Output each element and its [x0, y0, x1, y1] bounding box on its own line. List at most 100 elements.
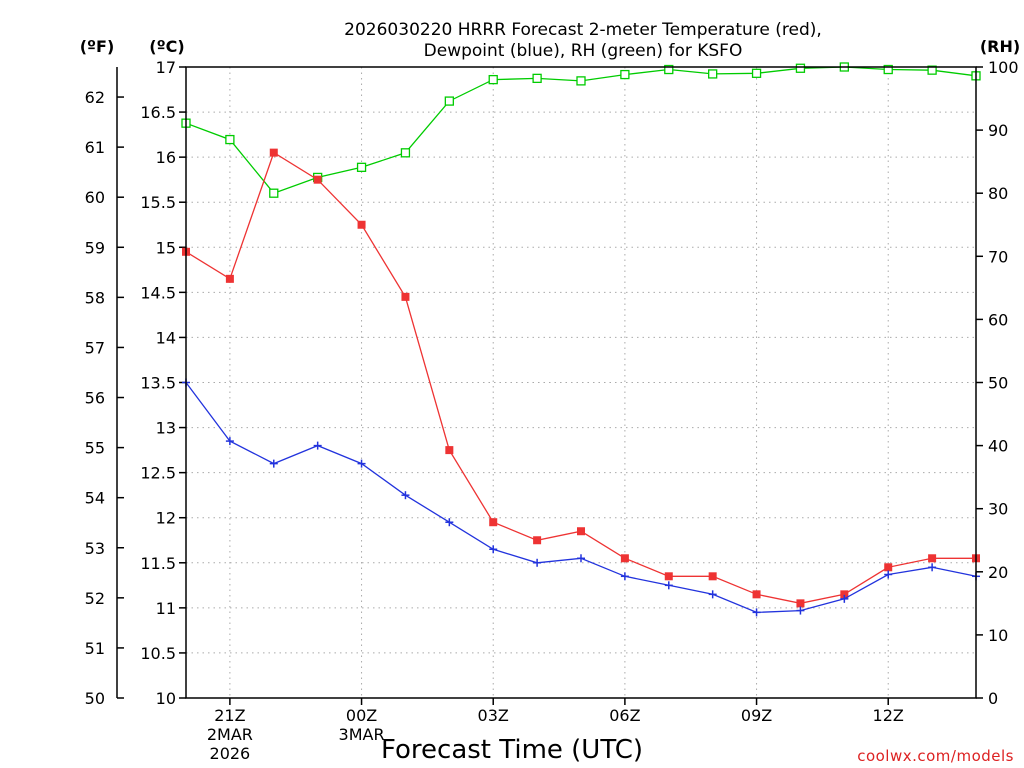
rh-tick-label: 40 — [988, 437, 1008, 456]
celsius-tick-label: 11 — [156, 599, 176, 618]
x-tick-label: 00Z — [346, 706, 377, 725]
rh-tick-label: 70 — [988, 247, 1008, 266]
celsius-tick-label: 12.5 — [140, 464, 176, 483]
celsius-tick-label: 10 — [156, 689, 176, 708]
dewpoint-point — [225, 437, 234, 446]
rh-tick-label: 90 — [988, 121, 1008, 140]
fahrenheit-tick-label: 54 — [85, 489, 105, 508]
chart-title-line1: 2026030220 HRRR Forecast 2-meter Tempera… — [344, 20, 822, 40]
rh-axis: 0 10 20 30 40 50 60 70 80 90 100 — [976, 58, 1019, 708]
celsius-tick-label: 10.5 — [140, 644, 176, 663]
dewpoint-point — [577, 554, 585, 563]
rh-tick-label: 100 — [988, 58, 1019, 77]
x-tick-label: 06Z — [609, 706, 640, 725]
rh-line — [185, 66, 977, 194]
celsius-tick-label: 17 — [156, 58, 176, 77]
temperature-point — [752, 590, 761, 599]
dewpoint-point — [884, 570, 893, 579]
rh-point — [400, 148, 411, 158]
celsius-tick-label: 14 — [156, 328, 176, 347]
dewpoint-point — [928, 563, 937, 572]
rh-point — [927, 65, 937, 75]
rh-point — [444, 96, 454, 106]
fahrenheit-tick-label: 53 — [85, 539, 105, 558]
fahrenheit-tick-label: 62 — [85, 88, 105, 107]
credit-text: coolwx.com/models — [857, 747, 1014, 765]
celsius-tick-label: 13 — [156, 419, 176, 438]
rh-point — [664, 64, 674, 75]
x-tick-label: 2MAR — [207, 725, 253, 744]
y-axis-c-label: (ºC) — [149, 37, 184, 56]
temperature-point — [225, 274, 234, 283]
dewpoint-point — [269, 459, 278, 468]
temperature-point — [401, 292, 410, 301]
x-tick-label: 3MAR — [339, 725, 385, 744]
temperature-point — [928, 554, 937, 563]
fahrenheit-tick-label: 55 — [85, 439, 105, 458]
celsius-tick-label: 15.5 — [140, 193, 176, 212]
celsius-tick-label: 13.5 — [140, 374, 176, 393]
rh-point — [708, 69, 718, 79]
temperature-point — [796, 599, 805, 608]
celsius-tick-label: 12 — [156, 509, 176, 528]
grid-lines — [186, 67, 976, 698]
rh-point — [751, 68, 762, 78]
fahrenheit-tick-label: 56 — [85, 389, 105, 408]
rh-tick-label: 30 — [988, 500, 1008, 519]
dewpoint-point — [445, 518, 454, 527]
plot-frame — [185, 66, 977, 699]
dewpoint-point — [489, 545, 498, 554]
temperature-line — [185, 151, 976, 604]
rh-point — [795, 63, 806, 73]
dewpoint-point — [620, 572, 629, 581]
rh-tick-label: 0 — [988, 689, 998, 708]
fahrenheit-tick-label: 52 — [85, 589, 105, 608]
rh-point — [225, 134, 235, 145]
temperature-point — [840, 590, 849, 599]
celsius-tick-label: 16.5 — [140, 103, 176, 122]
temperature-point — [313, 175, 322, 184]
celsius-axis: 10 10.5 11 11.5 12 12.5 13 13.5 14 14.5 15 15.5 16 16… — [140, 58, 186, 708]
rh-point — [883, 64, 893, 75]
rh-point — [356, 162, 367, 172]
fahrenheit-tick-label: 58 — [85, 288, 105, 307]
dewpoint-point — [401, 491, 410, 500]
rh-tick-label: 20 — [988, 563, 1008, 582]
chart-title-line2: Dewpoint (blue), RH (green) for KSFO — [424, 41, 743, 61]
temperature-point — [357, 220, 366, 229]
rh-tick-label: 50 — [988, 374, 1008, 393]
dewpoint-point — [313, 441, 322, 450]
temperature-point — [445, 446, 454, 455]
rh-point — [532, 73, 542, 84]
rh-tick-label: 80 — [988, 184, 1008, 203]
dewpoint-point — [533, 558, 542, 567]
rh-tick-label: 60 — [988, 310, 1008, 329]
dewpoint-point — [708, 590, 717, 599]
celsius-tick-label: 16 — [156, 148, 176, 167]
dewpoint-line — [185, 382, 977, 614]
temperature-point — [577, 527, 585, 536]
fahrenheit-tick-label: 50 — [85, 689, 105, 708]
rh-point — [576, 76, 586, 86]
fahrenheit-tick-label: 61 — [85, 138, 105, 157]
dewpoint-point — [840, 594, 849, 603]
x-tick-label: 03Z — [478, 706, 509, 725]
fahrenheit-tick-label: 59 — [85, 238, 105, 257]
x-tick-label: 09Z — [741, 706, 772, 725]
dewpoint-point — [752, 608, 761, 617]
x-tick-label: 21Z — [214, 706, 245, 725]
dewpoint-point — [664, 581, 673, 590]
x-tick-label: 12Z — [873, 706, 904, 725]
y-axis-rh-label: (RH) — [980, 37, 1020, 56]
rh-point — [488, 74, 498, 85]
rh-point — [620, 69, 630, 80]
temperature-point — [489, 518, 498, 527]
fahrenheit-tick-label: 60 — [85, 188, 105, 207]
temperature-point — [533, 536, 542, 545]
rh-point — [269, 188, 279, 198]
x-axis-title: Forecast Time (UTC) — [381, 735, 643, 765]
fahrenheit-tick-label: 51 — [85, 639, 105, 658]
temperature-point — [708, 572, 717, 581]
